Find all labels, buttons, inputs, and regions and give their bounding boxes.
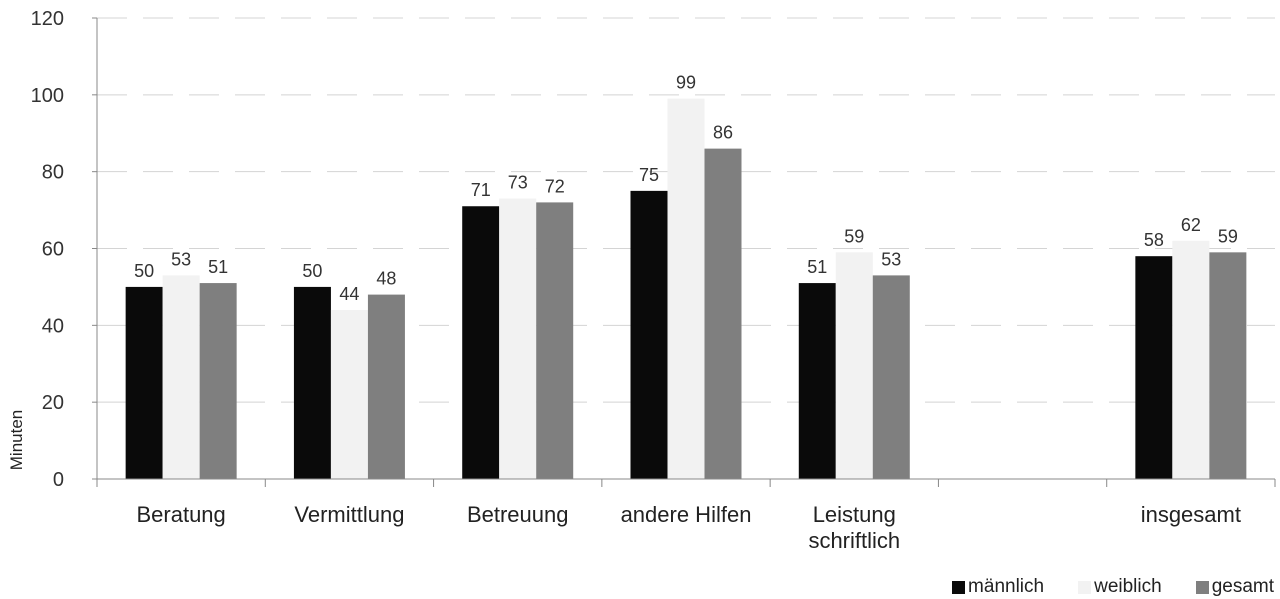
data-label: 50: [302, 261, 322, 281]
x-tick-label: andere Hilfen: [621, 502, 752, 527]
y-tick-label: 100: [31, 85, 64, 107]
data-label: 59: [844, 226, 864, 246]
bar: [1209, 252, 1247, 479]
data-label: 72: [545, 176, 565, 196]
x-tick-label: Leistung schriftlich: [808, 502, 900, 553]
data-label: 50: [134, 261, 154, 281]
data-label: 71: [471, 180, 491, 200]
data-label: 44: [339, 284, 359, 304]
bar: [330, 309, 368, 479]
bar: [125, 286, 163, 479]
bar: [704, 148, 742, 479]
y-tick-label: 60: [42, 239, 64, 261]
data-label: 99: [676, 73, 696, 93]
legend-label: weiblich: [1094, 576, 1162, 597]
bar: [798, 283, 836, 479]
bar: [199, 283, 237, 479]
bar: [162, 275, 200, 479]
data-label: 86: [713, 123, 733, 143]
legend-swatch: [952, 580, 966, 594]
x-tick-label: Beratung: [136, 502, 225, 527]
x-tick-label: Vermittlung: [294, 502, 404, 527]
data-label: 62: [1181, 215, 1201, 235]
bar: [293, 286, 331, 479]
data-label: 59: [1218, 226, 1238, 246]
bar: [835, 252, 873, 479]
legend-swatch: [1078, 580, 1092, 594]
legend-label: männlich: [968, 576, 1045, 597]
legend-label: gesamt: [1211, 576, 1274, 597]
data-label: 51: [807, 257, 827, 277]
legend: männlich weiblich gesamt: [952, 576, 1274, 598]
data-label: 73: [508, 173, 528, 193]
bar: [1135, 256, 1173, 479]
legend-item: männlich: [952, 576, 1044, 598]
y-tick-label: 40: [42, 315, 64, 337]
legend-item: weiblich: [1078, 576, 1162, 598]
legend-swatch: [1195, 580, 1209, 594]
bar: [462, 206, 500, 479]
data-label: 51: [208, 257, 228, 277]
y-tick-label: 80: [42, 162, 64, 184]
bar: [536, 202, 574, 479]
axes: 0 20 40 60 80 100 120 Beratung Vermittlung Betreu…: [31, 8, 1276, 553]
bars: 50 53 51 50 44 48 71 73 72 75 99 86 51 59 53 58 62 59: [125, 73, 1247, 480]
gridlines: [97, 17, 1275, 403]
y-tick-label: 20: [42, 392, 64, 414]
bar: [872, 275, 910, 479]
data-label: 75: [639, 165, 659, 185]
bar: [667, 98, 705, 480]
y-tick-label: 120: [31, 8, 64, 30]
y-tick-label: 0: [53, 469, 64, 491]
bar: [630, 190, 668, 479]
y-axis-title: Minuten: [7, 410, 26, 470]
data-label: 53: [881, 249, 901, 269]
x-tick-label: Betreuung: [467, 502, 569, 527]
bar: [499, 198, 537, 479]
bar: [367, 294, 405, 479]
data-label: 58: [1144, 230, 1164, 250]
bar: [1172, 240, 1210, 479]
legend-item: gesamt: [1195, 576, 1274, 598]
data-label: 53: [171, 249, 191, 269]
x-tick-label: insgesamt: [1141, 502, 1241, 527]
data-label: 48: [376, 269, 396, 289]
